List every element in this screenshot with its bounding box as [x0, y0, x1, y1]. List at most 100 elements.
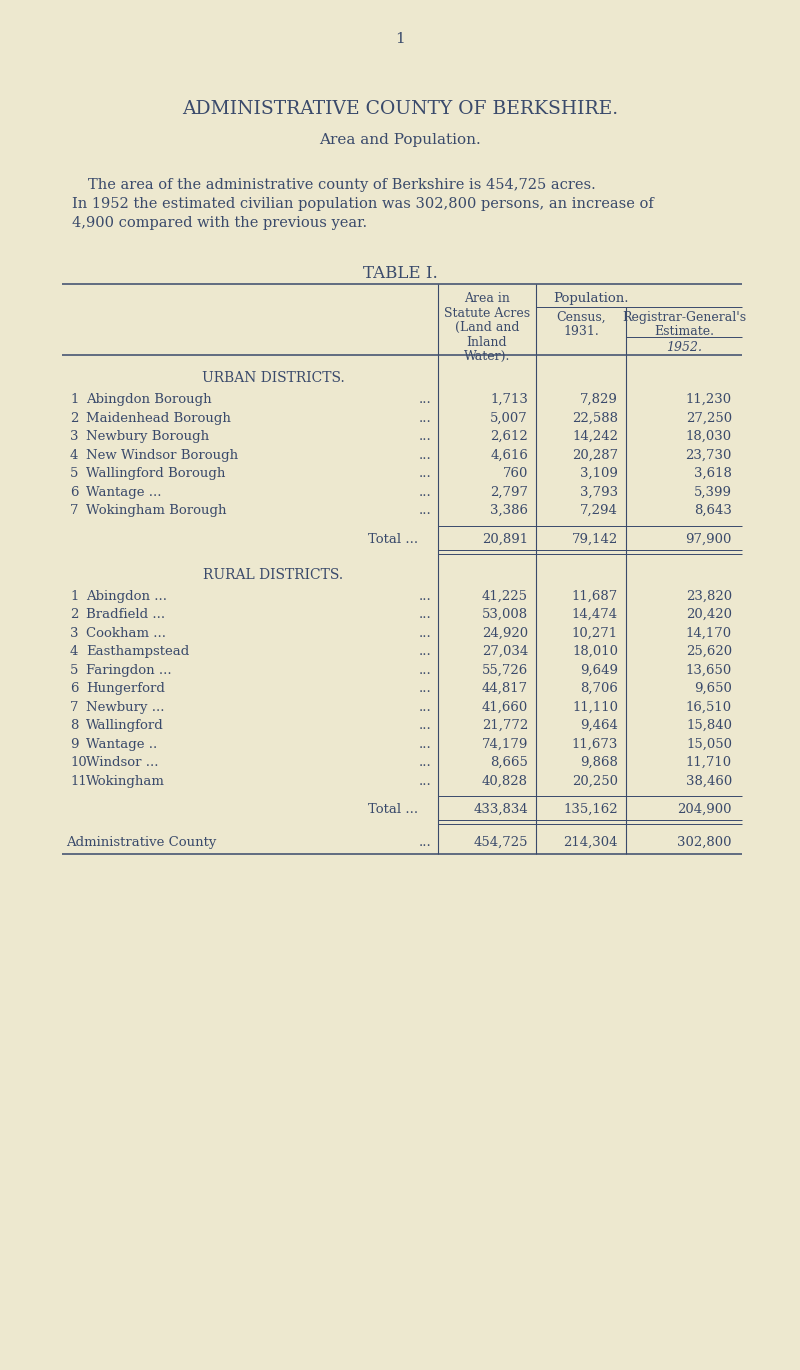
Text: Newbury ...: Newbury ... — [86, 700, 165, 714]
Text: 3,109: 3,109 — [580, 467, 618, 479]
Text: Population.: Population. — [554, 292, 629, 306]
Text: Inland: Inland — [466, 336, 507, 348]
Text: 74,179: 74,179 — [482, 737, 528, 751]
Text: 302,800: 302,800 — [678, 836, 732, 849]
Text: 18,010: 18,010 — [572, 645, 618, 658]
Text: 14,242: 14,242 — [572, 430, 618, 443]
Text: 15,840: 15,840 — [686, 719, 732, 732]
Text: Area in: Area in — [464, 292, 510, 306]
Text: 204,900: 204,900 — [678, 803, 732, 817]
Text: ...: ... — [419, 448, 432, 462]
Text: Newbury Borough: Newbury Borough — [86, 430, 209, 443]
Text: ...: ... — [419, 645, 432, 658]
Text: 38,460: 38,460 — [686, 774, 732, 788]
Text: 1: 1 — [70, 393, 78, 406]
Text: In 1952 the estimated civilian population was 302,800 persons, an increase of: In 1952 the estimated civilian populatio… — [72, 197, 654, 211]
Text: ...: ... — [419, 393, 432, 406]
Text: 433,834: 433,834 — [474, 803, 528, 817]
Text: ...: ... — [419, 737, 432, 751]
Text: Wallingford: Wallingford — [86, 719, 164, 732]
Text: 11,673: 11,673 — [572, 737, 618, 751]
Text: The area of the administrative county of Berkshire is 454,725 acres.: The area of the administrative county of… — [88, 178, 596, 192]
Text: 53,008: 53,008 — [482, 608, 528, 621]
Text: 11,710: 11,710 — [686, 756, 732, 769]
Text: 3,386: 3,386 — [490, 504, 528, 516]
Text: 44,817: 44,817 — [482, 682, 528, 695]
Text: Hungerford: Hungerford — [86, 682, 165, 695]
Text: ...: ... — [419, 682, 432, 695]
Text: 8,643: 8,643 — [694, 504, 732, 516]
Text: 20,287: 20,287 — [572, 448, 618, 462]
Text: 5,399: 5,399 — [694, 485, 732, 499]
Text: 40,828: 40,828 — [482, 774, 528, 788]
Text: 760: 760 — [502, 467, 528, 479]
Text: Administrative County: Administrative County — [66, 836, 216, 849]
Text: RURAL DISTRICTS.: RURAL DISTRICTS. — [203, 567, 343, 581]
Text: 10,271: 10,271 — [572, 626, 618, 640]
Text: 10: 10 — [70, 756, 86, 769]
Text: 11,230: 11,230 — [686, 393, 732, 406]
Text: Wantage ..: Wantage .. — [86, 737, 158, 751]
Text: 25,620: 25,620 — [686, 645, 732, 658]
Text: 13,650: 13,650 — [686, 663, 732, 677]
Text: 14,170: 14,170 — [686, 626, 732, 640]
Text: 3: 3 — [70, 626, 78, 640]
Text: 6: 6 — [70, 485, 78, 499]
Text: 214,304: 214,304 — [563, 836, 618, 849]
Text: Registrar-General's: Registrar-General's — [622, 311, 746, 323]
Text: Census,: Census, — [556, 311, 606, 323]
Text: New Windsor Borough: New Windsor Borough — [86, 448, 238, 462]
Text: 3: 3 — [70, 430, 78, 443]
Text: 9: 9 — [70, 737, 78, 751]
Text: Wokingham: Wokingham — [86, 774, 165, 788]
Text: 1: 1 — [70, 589, 78, 603]
Text: 16,510: 16,510 — [686, 700, 732, 714]
Text: Abingdon ...: Abingdon ... — [86, 589, 167, 603]
Text: 20,420: 20,420 — [686, 608, 732, 621]
Text: Estimate.: Estimate. — [654, 325, 714, 338]
Text: 7: 7 — [70, 504, 78, 516]
Text: Bradfield ...: Bradfield ... — [86, 608, 165, 621]
Text: 27,034: 27,034 — [482, 645, 528, 658]
Text: 7: 7 — [70, 700, 78, 714]
Text: 41,660: 41,660 — [482, 700, 528, 714]
Text: Windsor ...: Windsor ... — [86, 756, 158, 769]
Text: 2: 2 — [70, 608, 78, 621]
Text: 15,050: 15,050 — [686, 737, 732, 751]
Text: Total ...: Total ... — [368, 803, 418, 817]
Text: Easthampstead: Easthampstead — [86, 645, 190, 658]
Text: TABLE I.: TABLE I. — [362, 264, 438, 282]
Text: 21,772: 21,772 — [482, 719, 528, 732]
Text: ...: ... — [419, 608, 432, 621]
Text: ...: ... — [419, 663, 432, 677]
Text: 41,225: 41,225 — [482, 589, 528, 603]
Text: 7,829: 7,829 — [580, 393, 618, 406]
Text: ...: ... — [419, 774, 432, 788]
Text: 6: 6 — [70, 682, 78, 695]
Text: ...: ... — [419, 589, 432, 603]
Text: 5,007: 5,007 — [490, 411, 528, 425]
Text: 18,030: 18,030 — [686, 430, 732, 443]
Text: ADMINISTRATIVE COUNTY OF BERKSHIRE.: ADMINISTRATIVE COUNTY OF BERKSHIRE. — [182, 100, 618, 118]
Text: Maidenhead Borough: Maidenhead Borough — [86, 411, 231, 425]
Text: 8,665: 8,665 — [490, 756, 528, 769]
Text: 1,713: 1,713 — [490, 393, 528, 406]
Text: 9,649: 9,649 — [580, 663, 618, 677]
Text: 23,820: 23,820 — [686, 589, 732, 603]
Text: 20,250: 20,250 — [572, 774, 618, 788]
Text: 4,900 compared with the previous year.: 4,900 compared with the previous year. — [72, 216, 367, 230]
Text: ...: ... — [419, 719, 432, 732]
Text: Statute Acres: Statute Acres — [444, 307, 530, 319]
Text: 1931.: 1931. — [563, 325, 599, 338]
Text: 9,650: 9,650 — [694, 682, 732, 695]
Text: 5: 5 — [70, 467, 78, 479]
Text: Cookham ...: Cookham ... — [86, 626, 166, 640]
Text: ...: ... — [419, 836, 432, 849]
Text: 9,868: 9,868 — [580, 756, 618, 769]
Text: 9,464: 9,464 — [580, 719, 618, 732]
Text: ...: ... — [419, 504, 432, 516]
Text: 3,793: 3,793 — [580, 485, 618, 499]
Text: 55,726: 55,726 — [482, 663, 528, 677]
Text: 8,706: 8,706 — [580, 682, 618, 695]
Text: ...: ... — [419, 430, 432, 443]
